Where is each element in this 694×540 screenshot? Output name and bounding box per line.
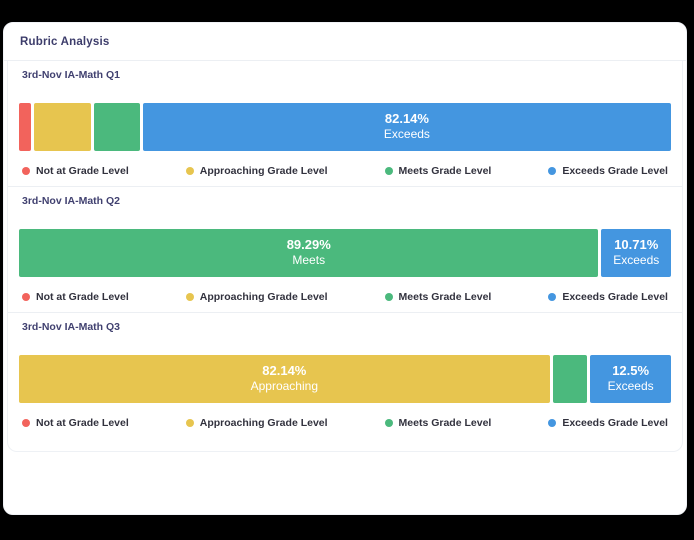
segment-category-label: Exceeds	[383, 127, 430, 142]
page-title: Rubric Analysis	[20, 36, 110, 48]
bar-segment[interactable]	[19, 103, 31, 151]
legend-label: Exceeds Grade Level	[562, 291, 668, 303]
legend-item: Approaching Grade Level	[185, 291, 328, 303]
section-title: 3rd-Nov IA-Math Q1	[22, 69, 121, 81]
legend-label: Exceeds Grade Level	[562, 417, 668, 429]
legend-item: Not at Grade Level	[22, 291, 129, 303]
card-header: Rubric Analysis	[4, 23, 686, 61]
legend-item: Approaching Grade Level	[185, 165, 328, 177]
stacked-bar: 82.14% Approaching 12.5% Exceeds	[19, 355, 671, 403]
legend-row: Not at Grade Level Approaching Grade Leve…	[19, 291, 671, 303]
legend-label: Meets Grade Level	[398, 291, 492, 303]
legend-item: Meets Grade Level	[384, 165, 492, 177]
legend-label: Not at Grade Level	[36, 165, 129, 177]
bar-segment[interactable]	[93, 103, 140, 151]
section-title: 3rd-Nov IA-Math Q2	[22, 195, 121, 207]
bar-segment[interactable]: 89.29% Meets	[19, 229, 599, 277]
legend-label: Not at Grade Level	[36, 417, 129, 429]
legend-row: Not at Grade Level Approaching Grade Leve…	[19, 165, 671, 177]
legend-item: Meets Grade Level	[384, 417, 492, 429]
legend-label: Meets Grade Level	[398, 417, 492, 429]
segment-percent-label: 82.14%	[384, 111, 429, 127]
legend-dot-icon	[22, 167, 30, 175]
segment-category-label: Exceeds	[613, 253, 660, 268]
stacked-bar: 89.29% Meets 10.71% Exceeds	[19, 229, 671, 277]
legend-dot-icon	[185, 419, 194, 427]
rubric-sections-panel: 3rd-Nov IA-Math Q1 82.14% Exceeds Not at …	[7, 61, 683, 452]
segment-category-label: Meets	[292, 253, 326, 268]
bar-segment[interactable]	[33, 103, 91, 151]
rubric-section-q1: 3rd-Nov IA-Math Q1 82.14% Exceeds Not at …	[8, 61, 682, 187]
legend-item: Not at Grade Level	[22, 165, 129, 177]
stacked-bar: 82.14% Exceeds	[19, 103, 671, 151]
bar-segment[interactable]: 12.5% Exceeds	[590, 355, 671, 403]
legend-label: Approaching Grade Level	[199, 165, 328, 177]
rubric-analysis-card: Rubric Analysis 3rd-Nov IA-Math Q1 82.14…	[3, 22, 687, 515]
legend-label: Meets Grade Level	[398, 165, 492, 177]
legend-dot-icon	[185, 167, 194, 175]
legend-dot-icon	[22, 419, 30, 427]
bar-segment[interactable]	[552, 355, 588, 403]
segment-category-label: Exceeds	[607, 379, 654, 394]
rubric-section-q3: 3rd-Nov IA-Math Q3 82.14% Approaching 12.5…	[8, 313, 682, 451]
legend-dot-icon	[185, 293, 194, 301]
legend-item: Exceeds Grade Level	[548, 165, 668, 177]
segment-percent-label: 10.71%	[614, 237, 659, 253]
section-title: 3rd-Nov IA-Math Q3	[22, 321, 121, 333]
legend-dot-icon	[548, 293, 557, 301]
segment-percent-label: 82.14%	[262, 363, 307, 379]
bar-segment[interactable]: 82.14% Exceeds	[142, 103, 671, 151]
legend-label: Approaching Grade Level	[199, 417, 328, 429]
legend-item: Exceeds Grade Level	[548, 291, 668, 303]
legend-label: Approaching Grade Level	[199, 291, 328, 303]
legend-item: Not at Grade Level	[22, 417, 129, 429]
legend-item: Approaching Grade Level	[185, 417, 328, 429]
legend-item: Exceeds Grade Level	[548, 417, 668, 429]
segment-percent-label: 12.5%	[612, 363, 650, 379]
segment-category-label: Approaching	[250, 379, 318, 394]
bar-segment[interactable]: 82.14% Approaching	[19, 355, 550, 403]
legend-row: Not at Grade Level Approaching Grade Leve…	[19, 417, 671, 429]
legend-item: Meets Grade Level	[384, 291, 492, 303]
rubric-section-q2: 3rd-Nov IA-Math Q2 89.29% Meets 10.71% Exce…	[8, 187, 682, 313]
segment-percent-label: 89.29%	[286, 237, 331, 253]
legend-dot-icon	[22, 293, 30, 301]
legend-dot-icon	[384, 419, 393, 427]
legend-dot-icon	[548, 167, 557, 175]
legend-label: Exceeds Grade Level	[562, 165, 668, 177]
bar-segment[interactable]: 10.71% Exceeds	[601, 229, 671, 277]
legend-dot-icon	[384, 293, 393, 301]
legend-dot-icon	[548, 419, 557, 427]
legend-label: Not at Grade Level	[36, 291, 129, 303]
legend-dot-icon	[384, 167, 393, 175]
